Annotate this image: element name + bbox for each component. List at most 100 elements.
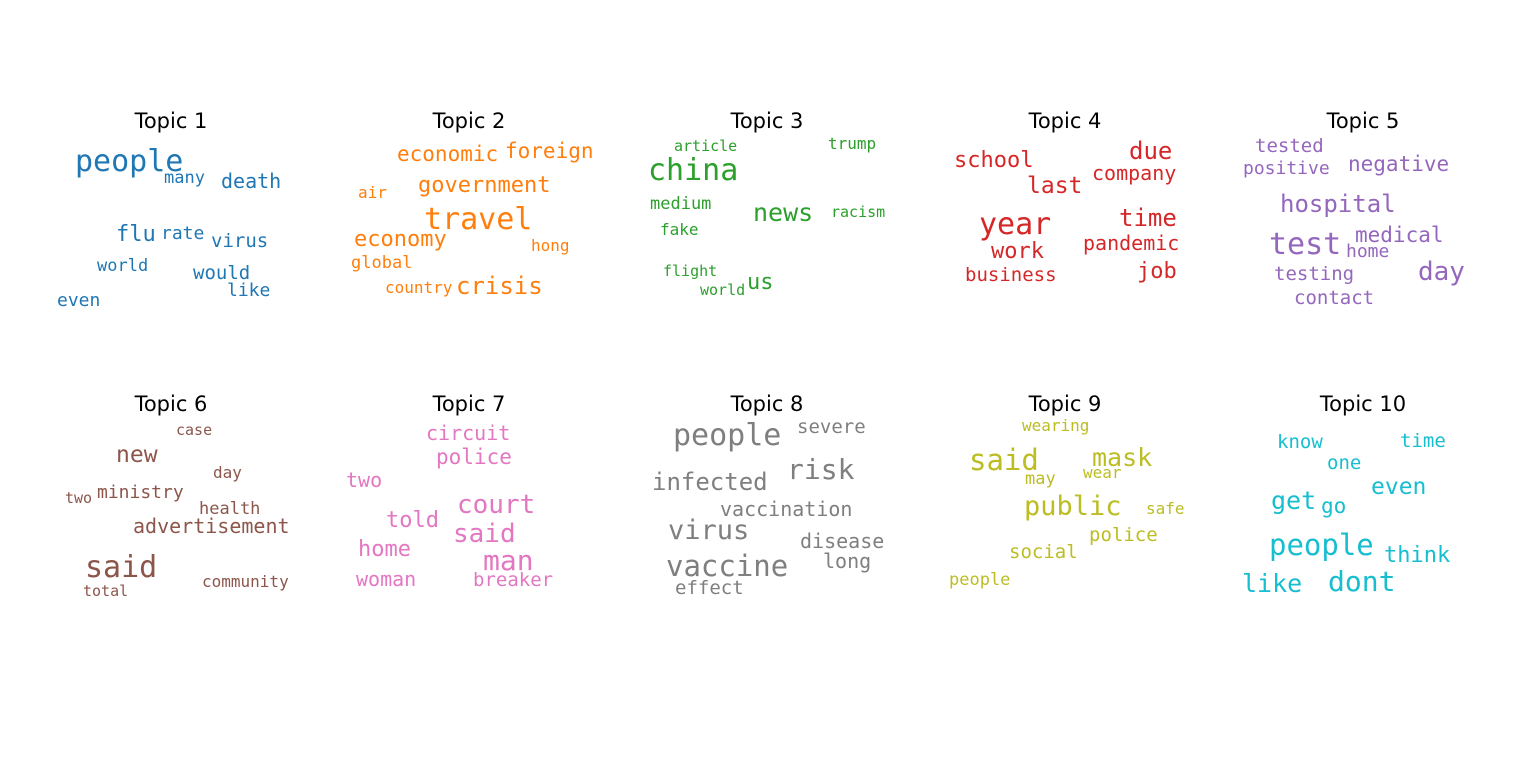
cloud-word: time <box>1400 430 1446 452</box>
topic-wordcloud-5: Topic 5 tested positive negative hospital med… <box>1213 109 1513 349</box>
cloud-word: people <box>673 418 782 453</box>
cloud-word: two <box>346 468 383 492</box>
cloud-word: vaccine <box>666 549 789 583</box>
cloud-word: crisis <box>456 272 543 300</box>
topic-wordcloud-10: Topic 10 know time one even get go people think l… <box>1213 392 1513 632</box>
cloud-word: get <box>1271 486 1317 515</box>
topic-wordcloud-1: Topic 1 people many death flu rate virus world w… <box>21 109 321 349</box>
cloud-word: positive <box>1243 158 1330 179</box>
cloud-word: dont <box>1328 565 1396 598</box>
cloud-word: fake <box>660 220 699 239</box>
cloud-word: think <box>1384 543 1451 568</box>
cloud-word: social <box>1009 541 1078 563</box>
cloud-word: risk <box>787 453 855 486</box>
cloud-word: year <box>979 207 1052 242</box>
cloud-word: community <box>202 572 289 591</box>
cloud-word: news <box>753 198 814 227</box>
cloud-word: negative <box>1348 152 1450 176</box>
cloud-word: government <box>418 173 551 198</box>
cloud-word: due <box>1129 137 1173 165</box>
cloud-word: flight <box>663 262 718 280</box>
cloud-word: world <box>97 256 149 276</box>
topic-title: Topic 1 <box>134 109 208 133</box>
cloud-word: two <box>65 489 93 507</box>
cloud-word: effect <box>675 577 744 599</box>
cloud-word: tested <box>1255 135 1324 157</box>
cloud-word: day <box>1418 257 1465 287</box>
topic-wordcloud-2: Topic 2 economic foreign government air trave… <box>319 109 619 349</box>
cloud-word: man <box>483 544 534 577</box>
topic-wordcloud-4: Topic 4 school due company last year time work p… <box>915 109 1215 349</box>
topic-title: Topic 7 <box>432 392 506 416</box>
cloud-word: home <box>358 537 411 562</box>
topic-title: Topic 9 <box>1028 392 1102 416</box>
cloud-word: article <box>674 137 738 155</box>
topic-title: Topic 2 <box>432 109 506 133</box>
cloud-word: many <box>164 168 205 188</box>
cloud-word: police <box>436 445 512 469</box>
cloud-word: death <box>221 169 282 193</box>
cloud-word: hospital <box>1280 190 1396 218</box>
topic-wordcloud-9: Topic 9 wearing said mask may wear public safe p… <box>915 392 1215 632</box>
cloud-word: travel <box>424 202 533 237</box>
cloud-word: contact <box>1294 287 1375 309</box>
cloud-word: woman <box>356 567 417 591</box>
cloud-word: new <box>116 442 158 468</box>
cloud-word: like <box>227 280 271 301</box>
cloud-word: trump <box>828 134 877 153</box>
cloud-word: safe <box>1146 499 1185 518</box>
topic-title: Topic 4 <box>1028 109 1102 133</box>
cloud-word: testing <box>1274 263 1355 285</box>
cloud-word: infected <box>652 468 768 496</box>
cloud-word: us <box>747 270 774 295</box>
cloud-word: global <box>351 253 413 273</box>
cloud-word: country <box>385 278 453 297</box>
cloud-word: case <box>176 421 213 439</box>
cloud-word: air <box>358 183 387 202</box>
cloud-word: school <box>954 148 1034 173</box>
cloud-word: hong <box>531 236 570 255</box>
cloud-word: wearing <box>1022 416 1090 435</box>
cloud-word: day <box>213 463 242 482</box>
cloud-word: disease <box>800 529 885 553</box>
cloud-word: know <box>1277 431 1323 453</box>
cloud-word: wear <box>1083 463 1122 482</box>
cloud-word: advertisement <box>133 514 290 538</box>
topic-title: Topic 5 <box>1326 109 1400 133</box>
cloud-word: job <box>1137 259 1177 284</box>
cloud-word: total <box>83 582 129 600</box>
topic-wordcloud-8: Topic 8 people severe risk infected vaccinati… <box>617 392 917 632</box>
topic-title: Topic 6 <box>134 392 208 416</box>
cloud-word: people <box>1269 528 1374 562</box>
cloud-word: health <box>199 499 261 519</box>
cloud-word: even <box>1371 474 1427 500</box>
cloud-word: virus <box>211 230 269 252</box>
cloud-word: go <box>1321 494 1347 518</box>
cloud-word: told <box>386 508 439 533</box>
cloud-word: ministry <box>97 482 184 503</box>
topic-title: Topic 10 <box>1319 392 1407 416</box>
cloud-word: said <box>453 519 516 549</box>
cloud-word: breaker <box>473 569 554 591</box>
cloud-word: test <box>1269 227 1342 262</box>
cloud-word: court <box>457 490 536 520</box>
cloud-word: may <box>1025 469 1056 489</box>
cloud-word: time <box>1119 204 1177 232</box>
topic-wordcloud-6: Topic 6 case new day two ministry health advert… <box>21 392 321 632</box>
cloud-word: flu <box>116 222 156 247</box>
cloud-word: rate <box>161 223 205 244</box>
cloud-word: police <box>1089 524 1158 546</box>
cloud-word: economic <box>397 142 499 166</box>
cloud-word: one <box>1327 452 1362 474</box>
cloud-word: home <box>1346 241 1390 262</box>
cloud-word: foreign <box>505 139 594 163</box>
cloud-word: world <box>700 281 746 299</box>
cloud-word: would <box>193 262 251 284</box>
topic-wordcloud-7: Topic 7 circuit police two told court said home… <box>319 392 619 632</box>
topic-title: Topic 3 <box>730 109 804 133</box>
cloud-word: last <box>1027 173 1083 199</box>
cloud-word: pandemic <box>1083 231 1180 255</box>
cloud-word: severe <box>797 416 866 438</box>
cloud-word: medical <box>1355 223 1444 247</box>
cloud-word: circuit <box>426 421 511 445</box>
